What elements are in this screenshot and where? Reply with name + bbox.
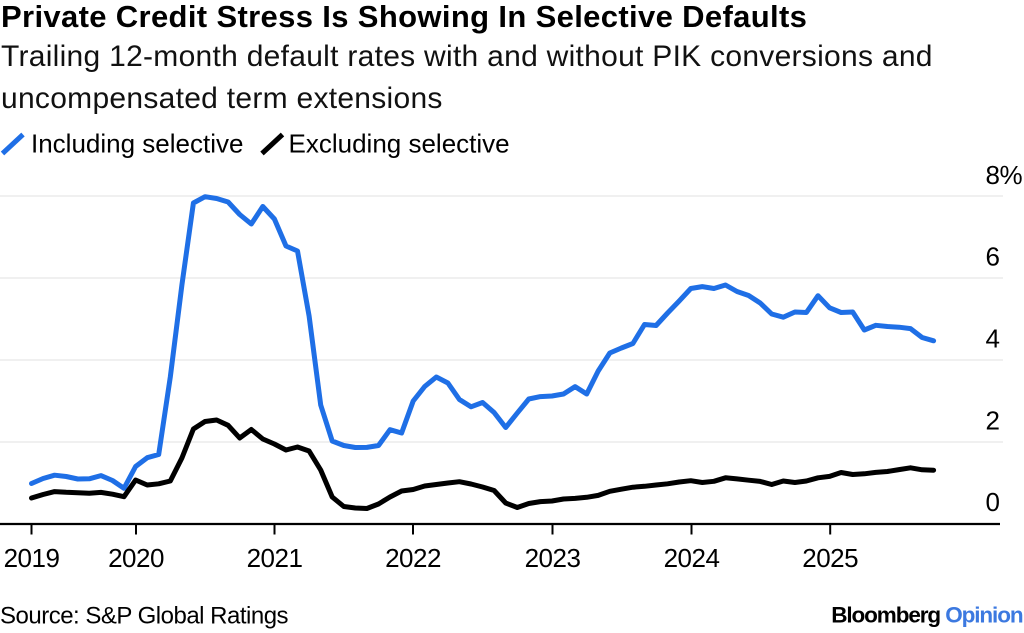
svg-text:Private Credit Stress Is Showi: Private Credit Stress Is Showing In Sele… [1,0,807,34]
svg-text:0: 0 [986,487,1000,517]
svg-text:2020: 2020 [108,543,164,573]
svg-text:uncompensated term extensions: uncompensated term extensions [1,82,443,115]
svg-text:2022: 2022 [385,543,441,573]
svg-text:2024: 2024 [664,543,720,573]
svg-text:8%: 8% [986,160,1023,190]
svg-text:2: 2 [986,406,1000,436]
svg-text:Trailing 12-month default rate: Trailing 12-month default rates with and… [1,40,933,73]
svg-text:2023: 2023 [525,543,581,573]
svg-text:2025: 2025 [802,543,858,573]
svg-text:Excluding selective: Excluding selective [289,129,510,159]
svg-text:2019: 2019 [4,543,60,573]
svg-text:Bloomberg Opinion: Bloomberg Opinion [831,603,1023,628]
svg-text:Source: S&P Global Ratings: Source: S&P Global Ratings [0,603,289,630]
svg-text:4: 4 [986,324,1000,354]
svg-text:6: 6 [986,242,1000,272]
svg-text:2021: 2021 [247,543,303,573]
svg-text:Including selective: Including selective [31,129,243,159]
